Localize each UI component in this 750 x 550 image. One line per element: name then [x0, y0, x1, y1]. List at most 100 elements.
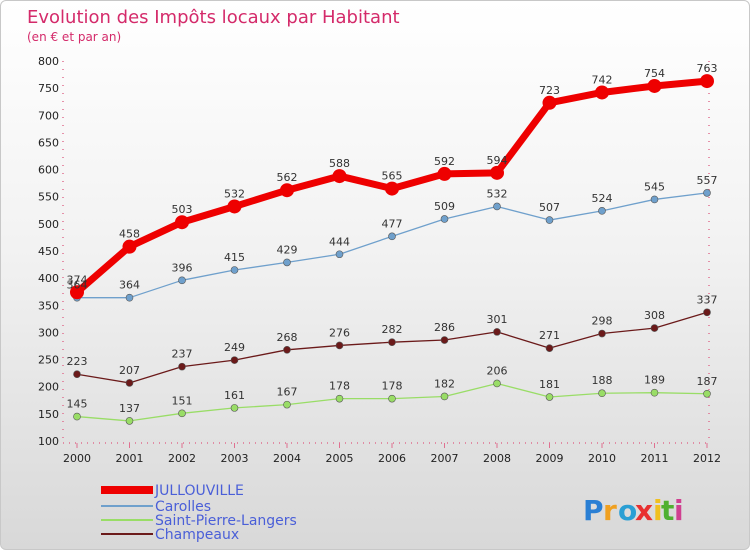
data-point	[283, 400, 291, 409]
legend-label: Carolles	[155, 499, 211, 515]
data-point	[230, 266, 239, 274]
data-label: 723	[539, 84, 560, 97]
y-tick-label: 350	[38, 299, 59, 312]
y-tick-label: 400	[38, 272, 59, 285]
y-tick-label: 750	[38, 82, 59, 95]
legend: JULLOUVILLECarollesSaint-Pierre-LangersC…	[101, 483, 297, 543]
data-point	[388, 394, 396, 403]
data-point	[122, 239, 137, 254]
data-point	[280, 183, 294, 198]
data-label: 308	[644, 309, 665, 322]
data-point	[700, 74, 714, 89]
data-label: 364	[119, 279, 140, 292]
data-label: 137	[119, 402, 140, 415]
chart-title: Evolution des Impôts locaux par Habitant	[27, 7, 400, 28]
data-label: 207	[119, 364, 140, 377]
data-point	[178, 362, 186, 371]
logo-letter: t	[661, 494, 675, 527]
legend-label: Saint-Pierre-Langers	[155, 513, 297, 529]
y-tick-label: 500	[38, 218, 59, 231]
data-label: 374	[67, 273, 88, 286]
y-tick-label: 450	[38, 245, 59, 258]
data-label: 509	[434, 200, 455, 213]
data-label: 588	[329, 157, 350, 170]
data-label: 237	[172, 348, 193, 361]
data-label: 754	[644, 67, 665, 80]
data-point	[598, 389, 606, 398]
data-label: 286	[434, 321, 455, 334]
data-point	[332, 169, 347, 184]
data-point	[545, 344, 554, 352]
data-label: 282	[382, 323, 403, 336]
data-point	[598, 207, 606, 215]
x-tick-label: 2012	[693, 452, 721, 465]
series-layer	[70, 74, 714, 425]
x-tick-label: 2000	[63, 452, 91, 465]
data-point	[73, 370, 81, 379]
data-label: 276	[329, 326, 350, 339]
data-label: 181	[539, 378, 560, 391]
data-label: 187	[697, 375, 718, 388]
logo-letter: i	[653, 494, 664, 527]
data-point	[440, 392, 449, 401]
data-label: 503	[172, 203, 193, 216]
data-label: 151	[172, 394, 193, 407]
data-point	[650, 324, 659, 332]
data-label: 507	[539, 201, 560, 214]
data-label: 161	[224, 389, 245, 402]
data-point	[178, 276, 186, 285]
y-tick-label: 150	[38, 408, 59, 421]
y-tick-label: 100	[38, 435, 59, 448]
data-label: 429	[277, 243, 298, 256]
data-label: 415	[224, 251, 245, 264]
data-label: 565	[382, 170, 403, 183]
y-tick-label: 650	[38, 136, 59, 149]
data-label: 742	[592, 73, 613, 86]
data-label: 444	[329, 235, 350, 248]
x-tick-label: 2003	[221, 452, 249, 465]
data-point	[385, 181, 399, 196]
x-tick-label: 2007	[431, 452, 459, 465]
logo-letter: r	[603, 494, 618, 527]
data-point	[175, 215, 189, 230]
data-label: 396	[172, 261, 193, 274]
data-label: 182	[434, 377, 455, 390]
data-label: 532	[224, 187, 245, 200]
data-point	[335, 394, 344, 403]
chart-subtitle: (en € et par an)	[27, 30, 121, 44]
data-point	[283, 345, 291, 354]
data-label: 532	[487, 187, 508, 200]
y-tick-label: 600	[38, 164, 59, 177]
data-label: 268	[277, 331, 298, 344]
legend-label: JULLOUVILLE	[154, 483, 244, 499]
data-point	[542, 95, 557, 110]
data-point	[545, 216, 554, 224]
data-point	[230, 404, 239, 412]
data-label: 249	[224, 341, 245, 354]
data-point	[598, 329, 606, 338]
y-tick-label: 800	[38, 55, 59, 68]
data-point	[73, 412, 81, 421]
data-point	[493, 202, 501, 211]
data-point	[388, 338, 396, 347]
data-point	[283, 258, 291, 267]
data-label: 477	[382, 217, 403, 230]
data-label: 178	[382, 380, 403, 393]
logo-letter: o	[618, 494, 638, 527]
y-tick-label: 550	[38, 191, 59, 204]
data-point	[703, 308, 711, 317]
x-tick-label: 2009	[536, 452, 564, 465]
x-tick-label: 2011	[641, 452, 669, 465]
data-label: 364	[67, 279, 88, 292]
data-label: 145	[67, 398, 88, 411]
data-point	[703, 189, 711, 197]
data-point	[388, 232, 396, 241]
data-point	[440, 215, 449, 223]
data-point	[493, 328, 501, 336]
y-tick-label: 250	[38, 354, 59, 367]
data-label: 167	[277, 386, 298, 399]
x-tick-label: 2002	[168, 452, 196, 465]
logo-letter: i	[674, 494, 685, 527]
